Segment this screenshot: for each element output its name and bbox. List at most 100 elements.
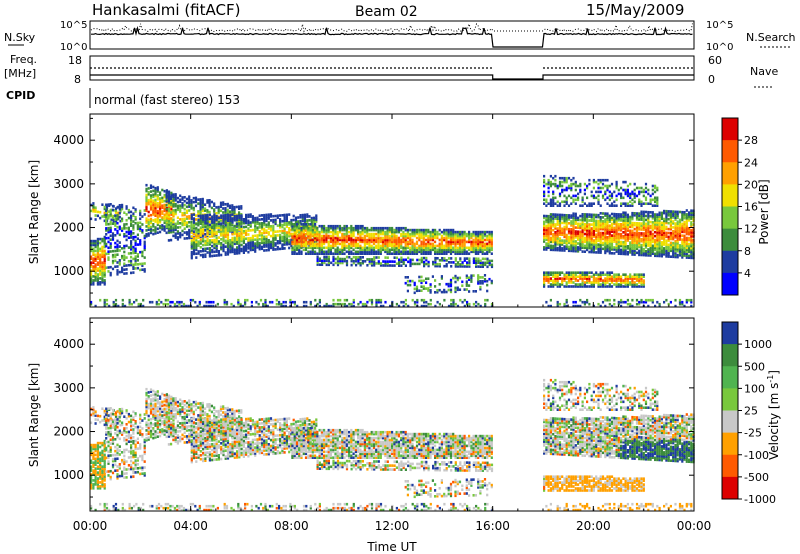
power-cell xyxy=(145,183,148,187)
power-cell xyxy=(577,271,580,274)
power-cell xyxy=(348,250,351,254)
power-cell xyxy=(341,252,344,255)
power-cell xyxy=(352,244,355,248)
power-cell xyxy=(159,203,162,206)
power-cell xyxy=(105,233,108,236)
power-cell xyxy=(251,217,254,220)
power-cell xyxy=(642,218,645,222)
power-cell xyxy=(615,220,618,224)
power-cell xyxy=(631,243,634,246)
power-cell xyxy=(635,194,639,198)
power-cell xyxy=(156,223,159,227)
power-cell xyxy=(456,234,459,238)
power-cell xyxy=(386,256,389,259)
power-cell xyxy=(147,224,150,227)
power-cell xyxy=(114,214,117,217)
power-cell xyxy=(545,275,548,278)
power-cell xyxy=(599,216,602,219)
power-cell xyxy=(556,221,559,224)
power-cell xyxy=(220,241,223,245)
power-cell xyxy=(123,272,126,275)
power-cell xyxy=(249,221,252,224)
power-cell xyxy=(565,277,568,280)
power-cell xyxy=(615,246,618,249)
power-cell xyxy=(624,237,627,240)
power-cell xyxy=(329,224,332,228)
power-cell xyxy=(96,277,99,280)
power-cell xyxy=(631,221,634,225)
power-cell xyxy=(103,241,106,245)
power-cell xyxy=(402,260,405,264)
power-cell xyxy=(438,242,441,246)
power-cell xyxy=(373,258,376,261)
power-cell xyxy=(99,249,102,253)
power-cell xyxy=(107,230,110,234)
power-cell xyxy=(224,203,227,206)
power-cell xyxy=(651,184,654,188)
power-cell xyxy=(247,229,250,232)
power-cell xyxy=(375,228,378,232)
power-cell xyxy=(233,228,236,232)
power-cell xyxy=(325,250,328,254)
power-cell xyxy=(269,215,273,218)
power-cell xyxy=(552,271,555,274)
power-cell xyxy=(327,252,330,255)
power-cell xyxy=(434,240,437,244)
power-cell xyxy=(167,201,170,205)
power-cell xyxy=(610,182,614,186)
power-cell xyxy=(119,206,122,209)
power-cell xyxy=(590,283,593,286)
power-cell xyxy=(656,225,659,228)
power-cell xyxy=(103,255,106,259)
power-cell xyxy=(134,247,137,251)
power-cell xyxy=(624,217,627,220)
power-cell xyxy=(183,223,186,227)
power-cell xyxy=(96,241,99,245)
power-cell xyxy=(224,227,227,231)
power-cell xyxy=(192,221,196,224)
power-cell xyxy=(579,246,582,249)
power-cell xyxy=(567,227,571,231)
power-cell xyxy=(215,226,218,230)
power-cell xyxy=(676,210,679,214)
power-cell xyxy=(101,247,104,251)
power-cell xyxy=(398,258,401,262)
power-cell xyxy=(545,226,548,230)
power-cell xyxy=(683,236,686,240)
power-cell xyxy=(233,224,236,228)
power-cell xyxy=(450,257,453,260)
power-cell xyxy=(327,263,330,267)
power-cell xyxy=(269,234,273,238)
power-cell xyxy=(592,194,595,198)
power-cell xyxy=(103,235,106,239)
power-cell xyxy=(543,194,546,198)
power-cell xyxy=(236,240,239,243)
power-cell xyxy=(170,203,173,206)
power-cell xyxy=(397,230,400,234)
power-cell xyxy=(143,268,146,271)
power-cell xyxy=(647,222,650,226)
power-cell xyxy=(361,226,364,230)
power-cell xyxy=(481,246,484,250)
power-cell xyxy=(565,186,568,190)
power-cell xyxy=(565,176,568,180)
power-cell xyxy=(479,230,482,234)
power-cell xyxy=(359,252,362,255)
power-cell xyxy=(572,236,575,239)
power-cell xyxy=(629,196,632,200)
power-cell xyxy=(211,240,214,244)
power-cell xyxy=(247,245,250,248)
power-cell xyxy=(402,262,405,265)
power-cell xyxy=(96,245,99,249)
power-cell xyxy=(629,249,632,252)
power-cell xyxy=(667,255,670,258)
power-cell xyxy=(208,213,211,217)
power-cell xyxy=(654,254,657,258)
power-cell xyxy=(647,202,650,205)
power-cell xyxy=(586,225,589,228)
power-cell xyxy=(267,233,270,236)
power-cell xyxy=(211,215,214,218)
power-cell xyxy=(283,229,286,232)
power-cell xyxy=(307,223,310,226)
power-cell xyxy=(422,236,425,240)
